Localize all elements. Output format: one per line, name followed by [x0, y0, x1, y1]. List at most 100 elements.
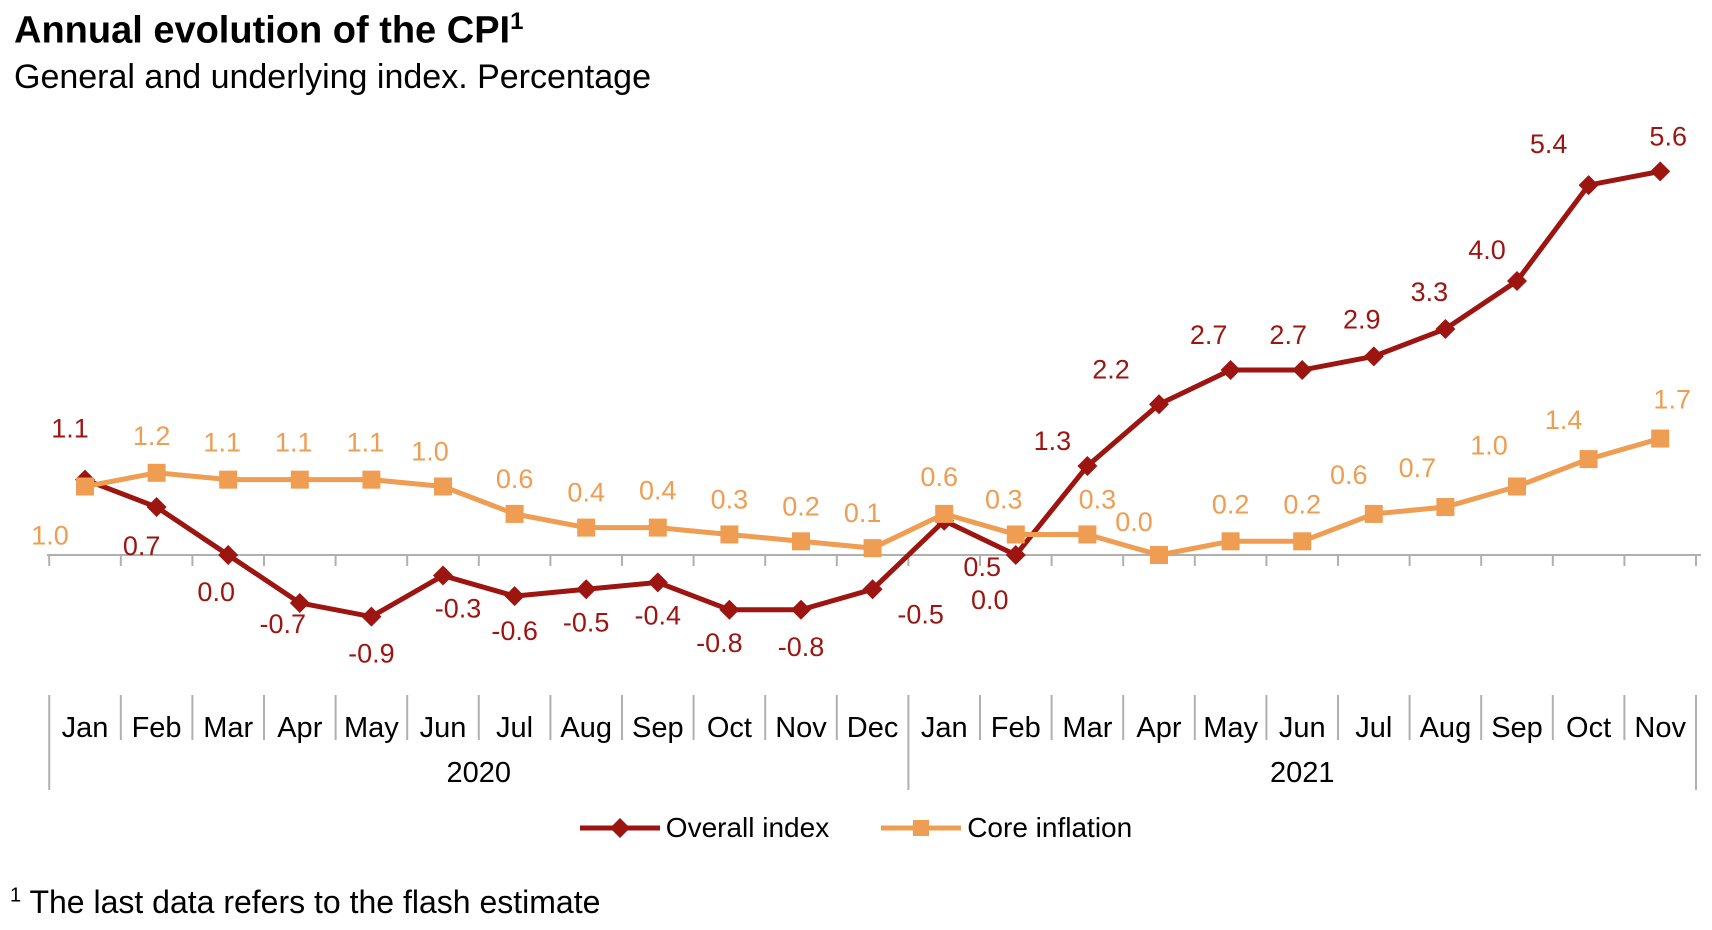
overall-value-label: 5.6 — [1649, 121, 1687, 151]
overall-value-label: 0.0 — [971, 585, 1009, 615]
core-value-label: 1.0 — [31, 521, 69, 551]
overall-value-label: 1.3 — [1034, 426, 1072, 456]
month-label: Oct — [1566, 712, 1611, 744]
core-marker — [720, 525, 739, 544]
core-value-label: 0.7 — [1399, 453, 1437, 483]
core-marker — [863, 539, 882, 558]
overall-value-label: -0.3 — [435, 594, 482, 624]
core-marker — [219, 470, 238, 489]
core-marker — [1436, 498, 1455, 517]
overall-marker — [1077, 455, 1098, 476]
core-marker — [290, 470, 309, 489]
overall-value-label: 2.7 — [1190, 320, 1228, 350]
core-marker — [1078, 525, 1097, 544]
legend-overall-label: Overall index — [665, 812, 830, 843]
core-value-label: 0.2 — [1283, 489, 1321, 519]
month-label: Jan — [921, 712, 968, 744]
core-value-label: 1.2 — [133, 421, 171, 451]
core-marker — [505, 504, 524, 523]
core-marker — [1150, 546, 1168, 564]
page-subtitle: General and underlying index. Percentage — [14, 58, 651, 97]
legend-item-core: Core inflation — [881, 812, 1132, 844]
overall-value-label: 3.3 — [1411, 277, 1449, 307]
month-label: May — [1203, 712, 1258, 744]
overall-marker — [1650, 161, 1671, 182]
month-label: Jan — [62, 712, 109, 744]
core-value-label: 1.0 — [411, 437, 449, 467]
month-label: Jul — [496, 712, 533, 744]
overall-value-label: 1.1 — [51, 414, 89, 444]
month-label: Sep — [1491, 712, 1543, 744]
month-label: Aug — [1420, 712, 1472, 744]
month-label: Feb — [991, 712, 1041, 744]
month-label: Feb — [132, 712, 182, 744]
core-value-label: 0.6 — [496, 464, 534, 494]
overall-value-label: 4.0 — [1468, 235, 1506, 265]
core-value-label: 0.6 — [1330, 460, 1368, 490]
page-title: Annual evolution of the CPI1 — [14, 8, 651, 53]
overall-value-label: -0.9 — [348, 639, 395, 669]
footnote: 1 The last data refers to the flash esti… — [10, 884, 600, 921]
core-marker — [1006, 525, 1025, 544]
core-value-label: 0.4 — [567, 478, 605, 508]
month-label: Aug — [560, 712, 612, 744]
core-value-label: 1.7 — [1653, 385, 1691, 415]
overall-marker — [647, 572, 668, 593]
month-label: Apr — [1136, 712, 1181, 744]
core-marker — [1651, 429, 1670, 448]
core-marker — [147, 463, 166, 482]
month-label: Jun — [420, 712, 467, 744]
core-value-label: 1.1 — [203, 428, 241, 458]
overall-marker — [1005, 545, 1026, 565]
overall-marker — [433, 565, 453, 586]
core-marker — [1508, 477, 1526, 496]
overall-legend-sample — [579, 818, 660, 838]
core-marker — [1221, 532, 1240, 551]
month-label: Sep — [632, 712, 684, 744]
month-label: Mar — [203, 712, 253, 744]
overall-marker — [1363, 346, 1384, 367]
core-marker — [935, 504, 954, 523]
month-label: Dec — [847, 712, 899, 744]
core-value-label: 1.1 — [275, 428, 313, 458]
core-value-label: 0.3 — [1079, 484, 1117, 514]
overall-value-label: -0.4 — [635, 600, 682, 630]
overall-value-label: 2.7 — [1269, 320, 1307, 350]
overall-diamond-icon — [609, 818, 630, 838]
core-square-icon — [913, 820, 930, 836]
core-value-label: 1.0 — [1470, 431, 1508, 461]
overall-marker — [289, 592, 310, 613]
month-label: May — [344, 712, 399, 744]
overall-marker — [862, 579, 883, 600]
month-label: Oct — [707, 712, 752, 744]
core-legend-sample — [881, 820, 962, 836]
month-label: Apr — [277, 712, 322, 744]
overall-marker — [576, 579, 597, 600]
overall-value-label: -0.6 — [491, 616, 538, 646]
overall-value-label: -0.5 — [563, 607, 610, 637]
core-value-label: 0.0 — [1115, 507, 1153, 537]
overall-value-label: 0.7 — [123, 531, 161, 561]
overall-marker — [361, 606, 382, 627]
overall-marker — [1220, 360, 1241, 381]
core-value-label: 0.2 — [1212, 489, 1250, 519]
core-marker — [792, 532, 810, 551]
core-marker — [648, 518, 667, 537]
core-value-label: 0.1 — [844, 498, 882, 528]
overall-value-label: -0.8 — [778, 632, 825, 662]
core-value-label: 0.2 — [782, 491, 820, 521]
footnote-superscript: 1 — [10, 884, 22, 907]
overall-marker — [1507, 271, 1527, 291]
overall-value-label: -0.5 — [897, 599, 944, 629]
overall-value-label: -0.7 — [260, 609, 307, 639]
overall-marker — [1149, 394, 1169, 415]
core-marker — [1579, 450, 1598, 469]
core-value-label: 0.3 — [711, 484, 749, 514]
month-label: Jul — [1355, 712, 1392, 744]
core-marker — [1364, 504, 1383, 523]
chart-legend: Overall index Core inflation — [0, 812, 1712, 844]
core-marker — [577, 518, 596, 537]
overall-value-label: 2.9 — [1343, 304, 1381, 334]
